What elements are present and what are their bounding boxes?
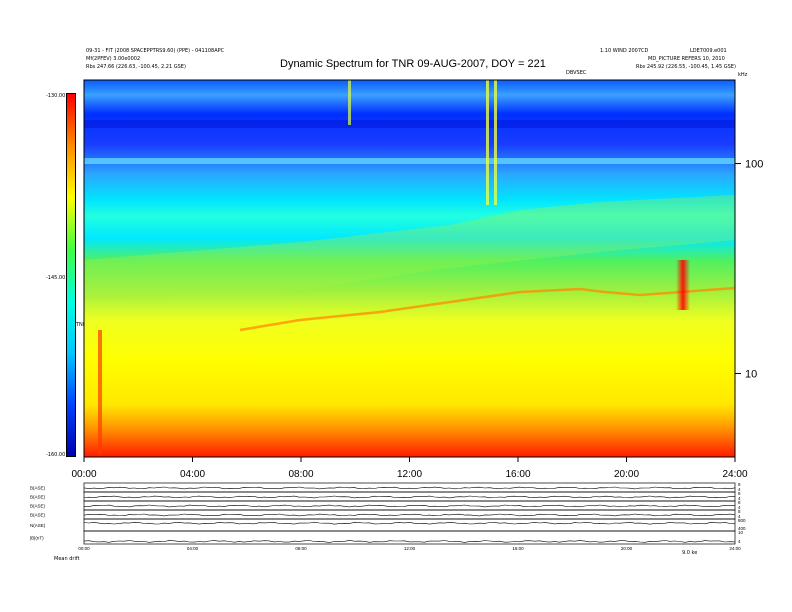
panel-right-tick: 8 [738,509,741,514]
panel-right-tick: 4 [738,496,741,501]
panel-x-tick-label: 12:00 [404,546,416,551]
panel-right-tick: 4 [738,505,741,510]
panel-right-tick: 8 [738,500,741,505]
colorbar-tick-top: -130.00 [46,93,66,99]
x-tick-label: 08:00 [288,469,313,480]
panel-frame [83,491,736,502]
panel-x-tick-label: 20:00 [621,546,633,551]
panel-right-tick: 800 [738,518,746,523]
bottom-panels: B(ASE)84B(ASE)84B(ASE)84B(ASE)84N(ASE)80… [30,482,746,551]
header-info-left-3: Rbs 247.66 (226.63, -100.45, 2.21 GSE) [86,64,186,70]
spike-1 [486,80,489,205]
header-info-right-2: LDE7009.e001 [690,48,727,54]
y-tick-label: 10 [745,368,757,380]
panel-right-tick: 4 [738,514,741,519]
panel-x-tick-label: 24:00 [729,546,741,551]
y-tick-label: 100 [745,159,763,171]
chart-title: Dynamic Spectrum for TNR 09-AUG-2007, DO… [280,58,546,70]
panel-frame [83,482,736,493]
panel-x-tick-label: 04:00 [187,546,199,551]
panel-frame [83,530,736,545]
colorbar-tick-bottom: -160.00 [46,452,66,458]
panel-trace [83,486,736,490]
spike-2 [494,80,497,205]
panel-right-tick: 4 [738,487,741,492]
footer-right: 9.0 ke [682,550,698,556]
panel-label: B(ASE) [30,495,46,500]
panel-trace [83,521,736,525]
panel-label: |B|(nT) [30,536,44,541]
spectrogram-background [84,80,735,457]
cyan-band [84,158,735,164]
panel-label: N(ASE) [30,523,46,528]
dark-blue-band [84,120,735,128]
panel-trace [83,540,736,543]
header-info-left-1: 09-31 - FIT (2008 SPACEPPTRS9.60) (PPE) … [86,48,225,54]
header-info-right-1: 1.10 WIND 2007CD [600,48,649,54]
panel-right-tick: 8 [738,491,741,496]
red-burst [676,260,690,310]
footer-left: Mean drift [54,556,80,562]
panel-x-tick-label: 08:00 [295,546,307,551]
panel-right-tick: 4 [738,539,741,544]
y-axis-ticks: 10 100 [735,159,763,380]
colorbar-gradient [67,94,75,456]
center-note: DBVSEC [566,70,587,76]
plasma-line [239,286,736,332]
colorbar-tick-mid: -145.00 [46,275,66,281]
panel-right-tick: 8 [738,482,741,487]
header-info-left-2: Mf(2PFEV) 3.00e0002 [86,56,141,62]
panel-x-tick-label: 16:00 [512,546,524,551]
colorbar [66,93,76,457]
spike-3 [348,80,351,125]
header-info-right-4: Rbs 245.92 (226.55, -100.45, 1.45 GSE) [636,64,736,70]
panel-trace [83,504,736,508]
panel-label: B(ASE) [30,486,46,491]
x-tick-label: 00:00 [71,469,96,480]
x-tick-label: 20:00 [614,469,639,480]
colorbar-unit-label: TNR [76,322,87,328]
panel-trace [83,513,736,517]
x-tick-label: 12:00 [397,469,422,480]
panel-x-tick-label: 00:00 [78,546,90,551]
green-transition [84,195,735,300]
freq-unit-label: kHz [738,72,748,78]
x-axis-ticks: 00:00 04:00 08:00 12:00 16:00 20:00 24:00 [71,457,748,480]
panel-right-tick: 10 [738,530,744,535]
x-tick-label: 24:00 [722,469,747,480]
header-info-right-3: MD_PICTURE REFERS 10, 2010 [648,56,725,62]
panel-label: B(ASE) [30,504,46,509]
x-tick-label: 16:00 [505,469,530,480]
panel-frame [83,518,736,532]
panel-right-tick: 400 [738,526,746,531]
x-tick-label: 04:00 [180,469,205,480]
panel-trace [83,495,736,499]
vertical-streak [98,330,102,455]
panel-label: B(ASE) [30,513,46,518]
